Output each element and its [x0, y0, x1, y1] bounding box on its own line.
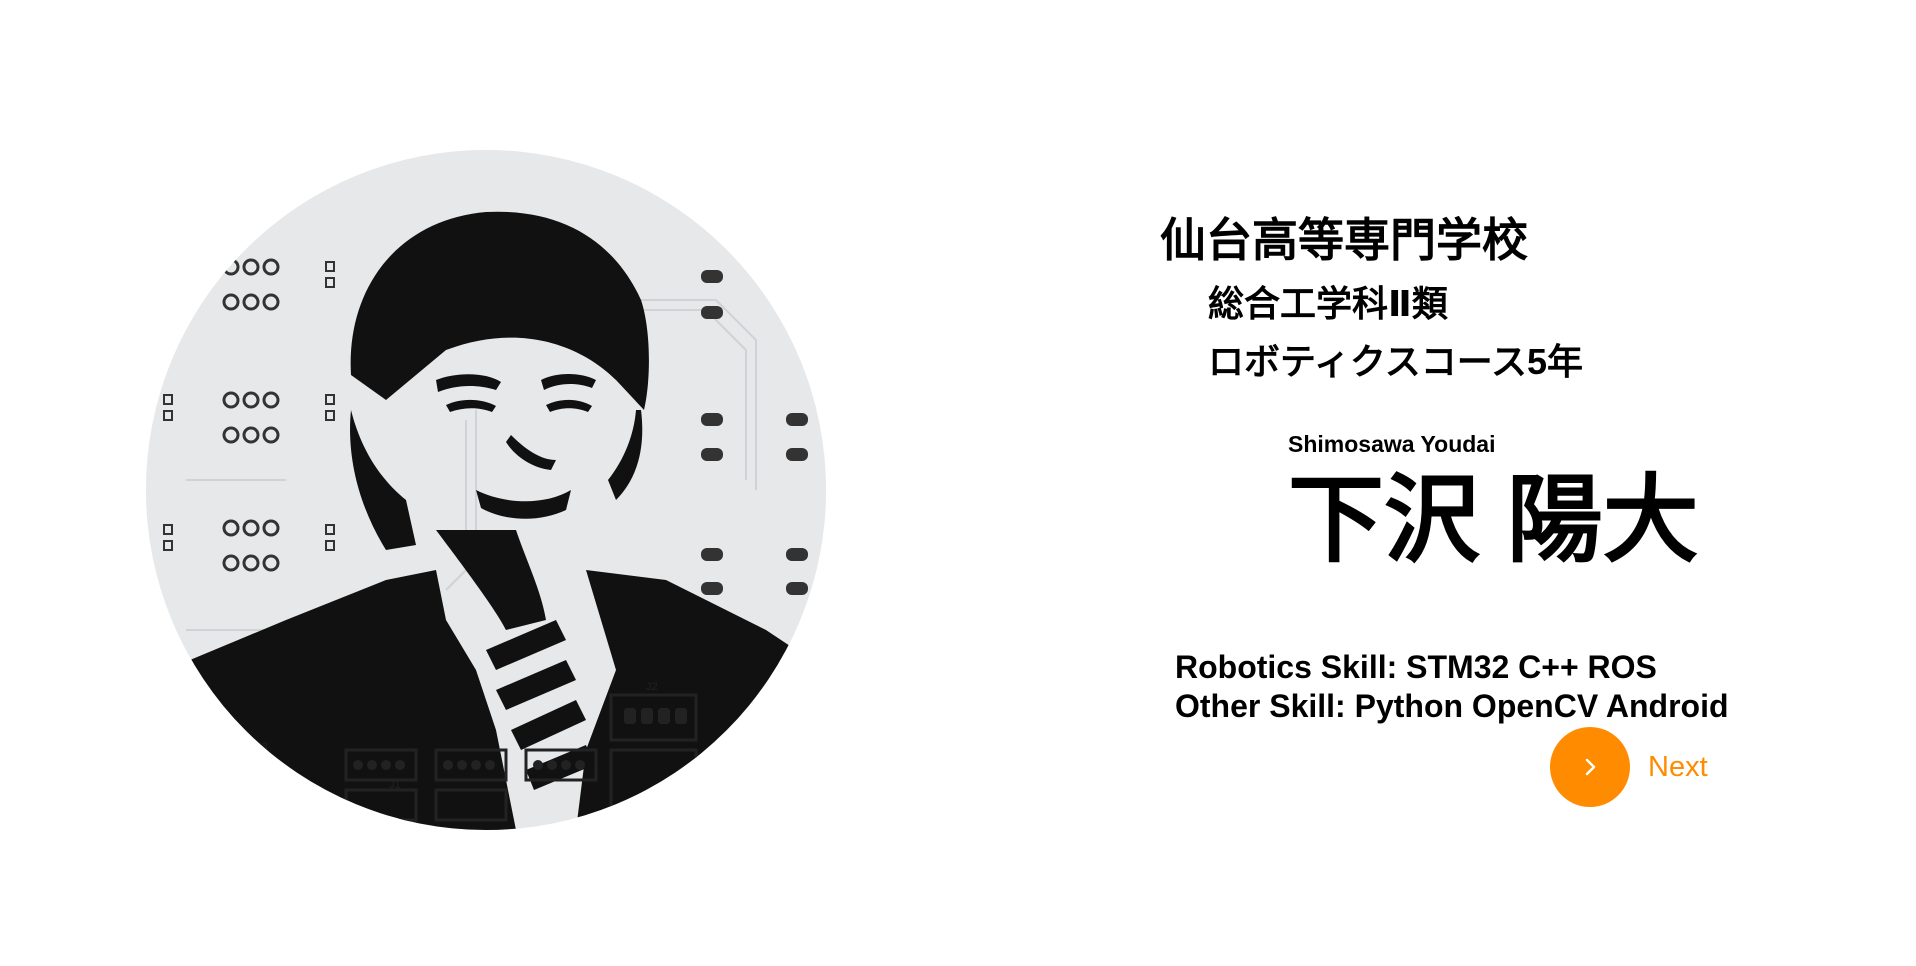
- board-label-j1: J1: [389, 779, 401, 791]
- profile-photo: J8 J1 J2: [146, 150, 826, 830]
- other-skill: Other Skill: Python OpenCV Android: [1175, 688, 1729, 724]
- course-name: ロボティクスコース5年: [1208, 341, 1583, 382]
- chevron-right-icon: [1585, 758, 1596, 776]
- name-romaji: Shimosawa Youdai: [1288, 431, 1496, 457]
- board-label-j2: J2: [646, 681, 658, 693]
- robotics-skill: Robotics Skill: STM32 C++ ROS: [1175, 649, 1657, 685]
- skills-list: Robotics Skill: STM32 C++ ROS Other Skil…: [1175, 648, 1729, 726]
- department-name: 総合工学科Ⅱ類: [1208, 283, 1448, 324]
- next-label[interactable]: Next: [1648, 750, 1708, 783]
- person-name: 下沢 陽大: [1288, 467, 1699, 574]
- pcb-portrait-image: J8 J1 J2: [146, 150, 826, 830]
- school-name: 仙台高等専門学校: [1160, 214, 1528, 266]
- next-button[interactable]: Next: [1550, 727, 1708, 807]
- board-label-j8: J8: [256, 741, 268, 753]
- next-circle[interactable]: [1550, 727, 1630, 807]
